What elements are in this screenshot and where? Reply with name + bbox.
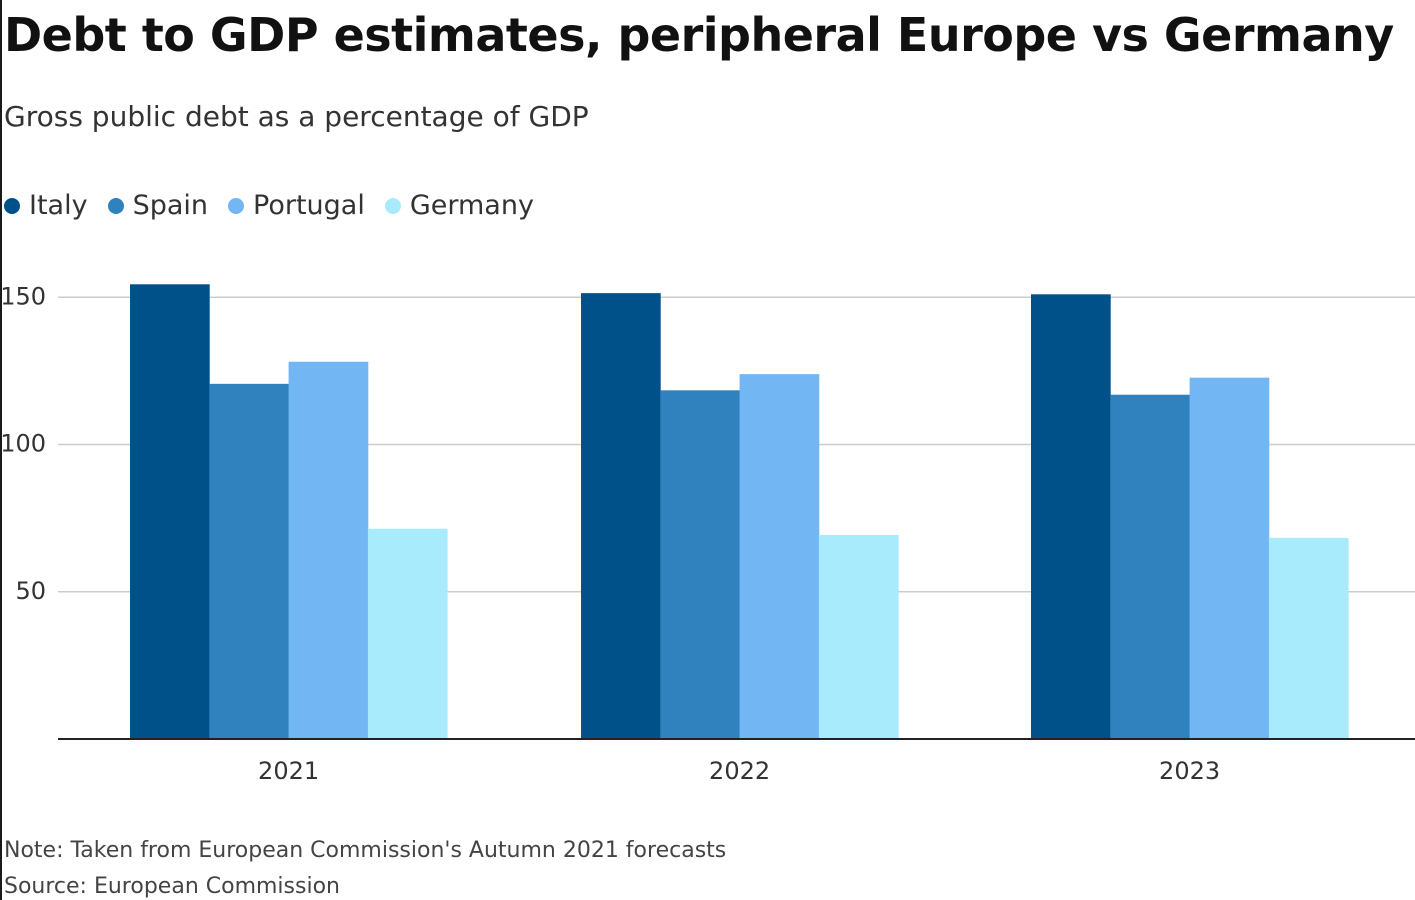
bar-germany-2022	[818, 534, 899, 739]
legend-item-italy: Italy	[4, 190, 88, 221]
chart-legend: Italy Spain Portugal Germany	[4, 190, 554, 221]
y-tick-label-50: 50	[15, 577, 46, 605]
legend-item-portugal: Portugal	[228, 190, 365, 221]
chart-subtitle: Gross public debt as a percentage of GDP	[4, 100, 589, 133]
legend-item-germany: Germany	[384, 190, 534, 221]
legend-dot-spain	[107, 197, 124, 214]
bar-germany-2021	[367, 528, 448, 739]
bar-italy-2023	[1031, 294, 1111, 739]
x-tick-label-2022: 2022	[709, 757, 770, 785]
chart-title: Debt to GDP estimates, peripheral Europe…	[4, 8, 1394, 62]
bar-italy-2021	[130, 284, 210, 739]
chart-note: Note: Taken from European Commission's A…	[4, 838, 727, 863]
bar-portugal-2022	[739, 374, 820, 739]
bar-spain-2022	[660, 390, 740, 739]
legend-dot-italy	[4, 197, 20, 214]
bar-portugal-2021	[288, 361, 369, 739]
frame-edge	[0, 0, 2, 900]
y-tick-label-100: 100	[0, 430, 46, 458]
legend-label-portugal: Portugal	[253, 190, 365, 221]
legend-label-italy: Italy	[29, 190, 88, 221]
y-tick-label-150: 150	[0, 282, 46, 310]
bar-spain-2021	[209, 383, 289, 739]
x-tick-label-2023: 2023	[1159, 757, 1220, 785]
legend-dot-portugal	[228, 197, 245, 214]
legend-label-germany: Germany	[409, 190, 534, 221]
x-tick-label-2021: 2021	[258, 757, 319, 785]
bar-italy-2022	[581, 293, 661, 739]
bar-portugal-2023	[1189, 377, 1270, 739]
legend-item-spain: Spain	[107, 190, 209, 221]
legend-label-spain: Spain	[132, 190, 209, 221]
bar-spain-2023	[1110, 394, 1190, 739]
legend-dot-germany	[384, 197, 401, 214]
bar-chart: 50 100 150 2021 2022 2023	[0, 282, 1415, 785]
bar-germany-2023	[1268, 537, 1349, 739]
chart-source: Source: European Commission	[4, 874, 340, 899]
